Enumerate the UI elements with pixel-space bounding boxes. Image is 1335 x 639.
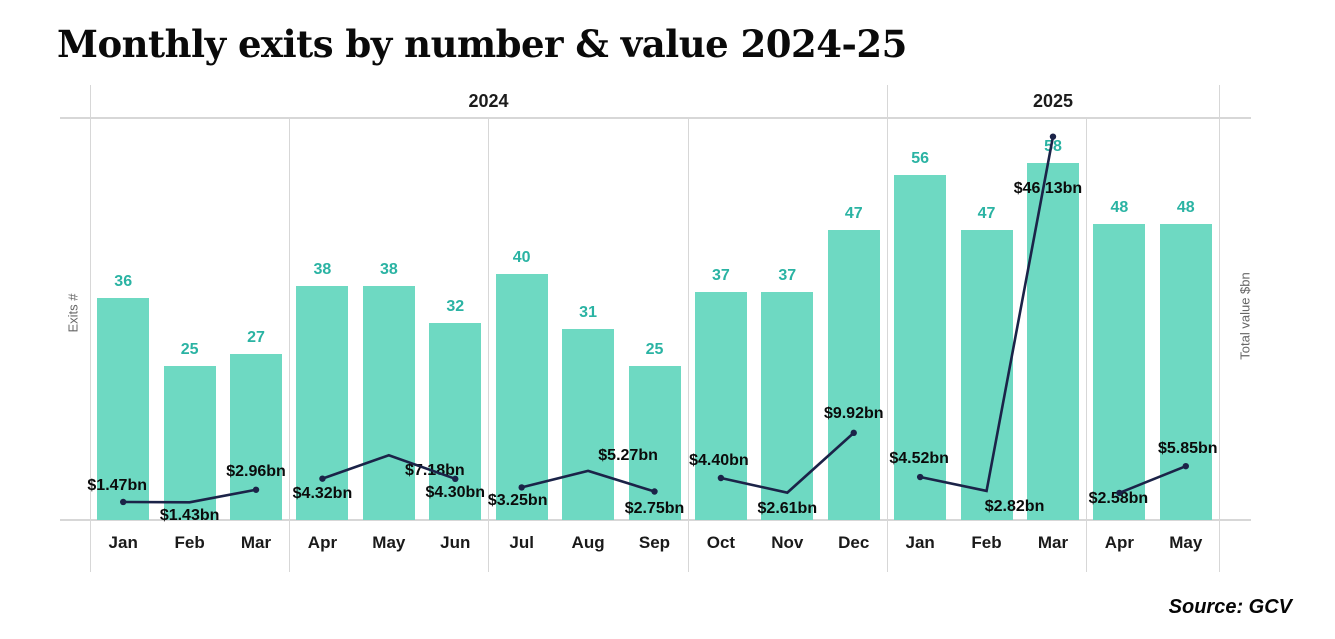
exits-bar: [960, 230, 1013, 520]
exits-bar: [628, 366, 681, 520]
value-label: $4.32bn: [292, 484, 353, 502]
month-label: Apr: [1104, 533, 1135, 552]
quarter-separator-line: [687, 118, 689, 572]
year-header-rule: [60, 117, 1251, 119]
left-axis-title: Exits #: [65, 293, 81, 333]
quarter-separator-line: [289, 118, 291, 572]
exits-count-label: 31: [579, 304, 597, 322]
month-label: Mar: [240, 533, 272, 552]
exits-bar: [894, 175, 947, 520]
x-axis-line: [60, 519, 1251, 521]
exits-count-label: 37: [778, 267, 797, 285]
value-label: $2.82bn: [984, 497, 1045, 515]
value-label: $4.40bn: [689, 452, 749, 469]
month-label: Jun: [440, 533, 471, 552]
month-label: Dec: [838, 533, 870, 552]
exits-bar: [97, 298, 150, 520]
value-label: $9.92bn: [823, 404, 884, 422]
month-label: Sep: [638, 533, 671, 552]
month-label: Jan: [905, 533, 935, 552]
exits-count-label: 37: [712, 267, 730, 285]
right-boundary-line: [1219, 85, 1220, 572]
exits-count-label: 36: [114, 273, 133, 291]
month-label: May: [1169, 533, 1203, 552]
exits-bar: [761, 292, 814, 520]
exits-count-label: 40: [512, 248, 531, 266]
exits-count-label: 32: [446, 297, 465, 315]
exits-count-label: 38: [379, 260, 398, 278]
month-label: Aug: [571, 533, 605, 552]
exits-bar: [1026, 162, 1079, 520]
value-label: $2.61bn: [757, 499, 818, 517]
value-label: $46.13bn: [1013, 179, 1083, 197]
month-label: Apr: [307, 533, 338, 552]
quarter-separator-line: [488, 118, 490, 572]
exits-count-label: 25: [645, 341, 664, 358]
value-label: $4.30bn: [425, 483, 486, 501]
exits-count-label: 27: [247, 328, 265, 346]
month-label: Feb: [971, 533, 1002, 552]
chart-title: Monthly exits by number & value 2024-25: [57, 22, 907, 66]
value-label: $2.58bn: [1088, 489, 1149, 507]
exits-count-label: 25: [180, 341, 199, 358]
value-label: $5.85bn: [1157, 440, 1218, 458]
exits-bar: [827, 230, 880, 520]
month-label: Jan: [108, 533, 138, 552]
exits-bar: [1093, 224, 1146, 520]
exits-bar: [362, 285, 415, 520]
left-boundary-line: [90, 85, 91, 572]
exits-bar: [163, 366, 216, 520]
value-label: $2.75bn: [624, 499, 685, 517]
value-label: $4.52bn: [889, 450, 949, 468]
exits-count-label: 58: [1044, 137, 1062, 155]
value-label: $1.47bn: [87, 476, 147, 494]
exits-bar: [1159, 224, 1212, 520]
month-label: Oct: [706, 533, 736, 552]
month-label: Nov: [771, 533, 804, 552]
year-header-label: 2024: [468, 91, 509, 111]
value-label: $2.96bn: [226, 462, 286, 480]
exits-count-label: 47: [977, 205, 996, 223]
exits-count-label: 56: [911, 150, 930, 168]
month-label: Mar: [1037, 533, 1069, 552]
exits-count-label: 47: [844, 205, 863, 223]
month-label: Jul: [509, 533, 534, 552]
year-header-label: 2025: [1032, 91, 1073, 111]
exits-count-label: 48: [1176, 199, 1195, 217]
quarter-separator-line: [1086, 118, 1088, 572]
value-label: $3.25bn: [487, 492, 548, 510]
value-label: $1.43bn: [159, 507, 220, 525]
exits-count-label: 48: [1110, 199, 1129, 217]
value-label: $7.18bn: [405, 462, 465, 480]
exits-bar: [230, 353, 283, 520]
exits-bar: [495, 273, 548, 520]
month-label: May: [372, 533, 406, 552]
year-boundary-line: [886, 85, 888, 572]
exits-bar: [429, 322, 482, 520]
exits-bar: [694, 292, 747, 520]
value-label: $5.27bn: [598, 446, 658, 464]
month-label: Feb: [174, 533, 205, 552]
right-axis-title: Total value $bn: [1237, 272, 1253, 360]
exits-count-label: 38: [313, 260, 332, 278]
source-note: Source: GCV: [1168, 596, 1292, 618]
exits-bar: [562, 329, 615, 520]
